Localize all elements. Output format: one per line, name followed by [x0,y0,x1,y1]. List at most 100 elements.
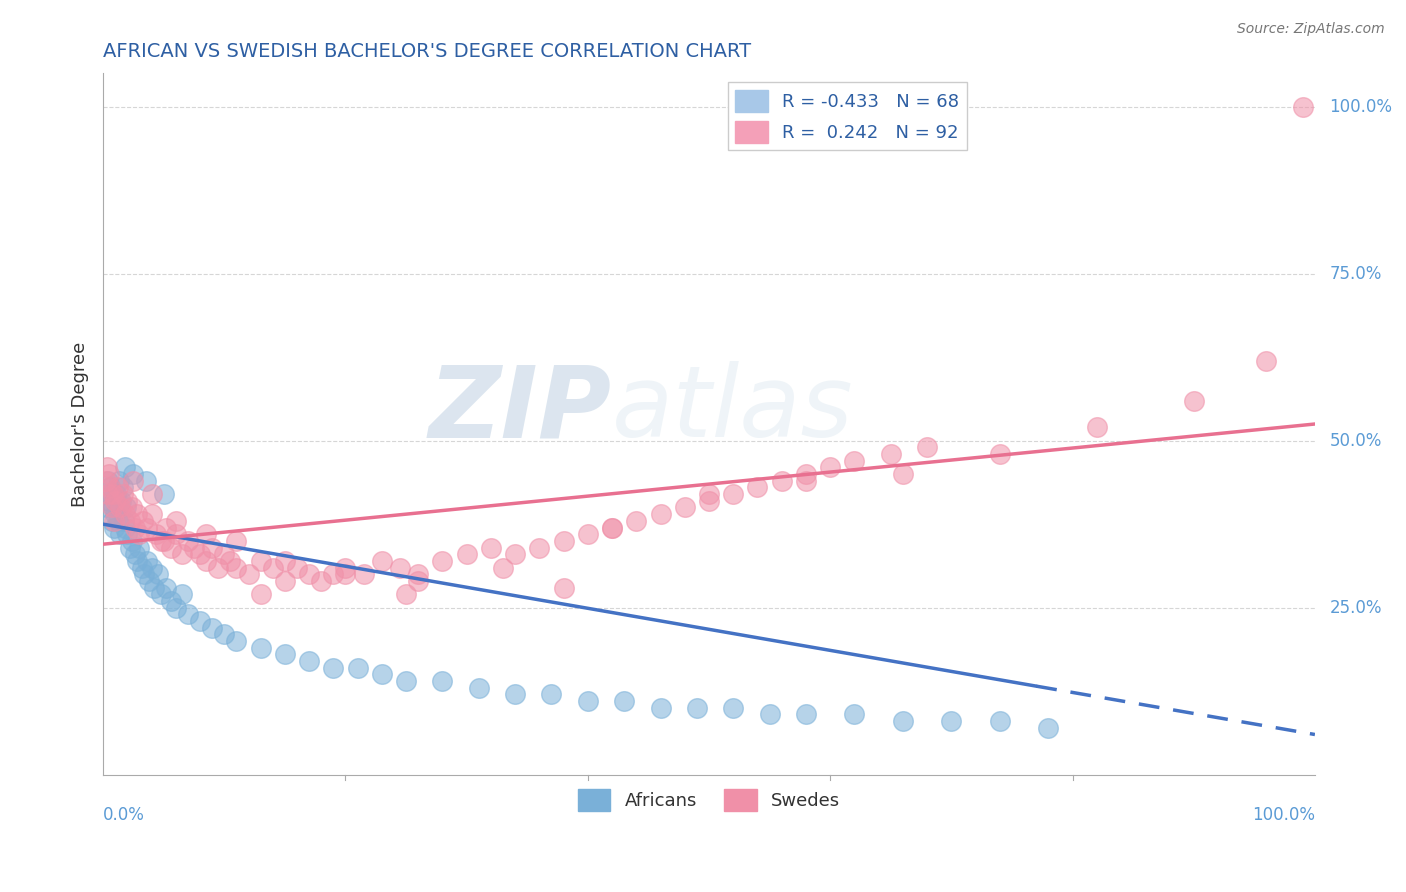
Point [125,554,148,568]
Point [723,487,745,501]
Point [207,560,229,574]
Point [141,507,163,521]
Point [214,547,236,561]
Point [225,533,247,548]
Point [100,480,122,494]
Point [125,507,148,521]
Point [697,487,720,501]
Point [110,493,132,508]
Point [100,500,122,515]
Point [274,648,297,662]
Point [124,547,146,561]
Point [177,533,200,548]
Point [298,654,321,668]
Point [479,541,502,555]
Point [114,507,136,521]
Point [138,574,160,588]
Point [201,621,224,635]
Point [238,567,260,582]
Point [758,707,780,722]
Text: ZIP: ZIP [429,361,612,458]
Point [1085,420,1108,434]
Point [170,587,193,601]
Point [335,560,357,574]
Point [600,520,623,534]
Point [880,447,903,461]
Point [723,700,745,714]
Point [103,514,125,528]
Point [121,533,143,548]
Point [118,541,141,555]
Text: 100.0%: 100.0% [1330,98,1392,116]
Point [94,500,117,515]
Point [673,500,696,515]
Point [844,454,866,468]
Point [100,480,122,494]
Point [118,514,141,528]
Point [915,441,938,455]
Point [105,487,128,501]
Point [101,500,124,515]
Point [201,541,224,555]
Point [183,541,205,555]
Point [115,500,138,515]
Text: 50.0%: 50.0% [1330,432,1382,450]
Point [818,460,841,475]
Point [152,487,174,501]
Point [96,460,118,475]
Y-axis label: Bachelor's Degree: Bachelor's Degree [72,342,89,507]
Point [134,567,156,582]
Point [108,527,131,541]
Point [274,574,297,588]
Point [322,661,344,675]
Point [155,581,177,595]
Point [101,487,124,501]
Point [188,547,211,561]
Point [143,581,166,595]
Point [395,587,418,601]
Text: 0.0%: 0.0% [103,806,145,824]
Point [529,541,551,555]
Point [160,541,183,555]
Point [219,554,242,568]
Point [468,681,491,695]
Point [794,474,817,488]
Point [274,554,297,568]
Point [553,581,575,595]
Point [150,587,173,601]
Point [686,700,709,714]
Point [262,560,284,574]
Point [214,627,236,641]
Point [395,674,418,689]
Point [135,520,157,534]
Point [195,554,218,568]
Point [131,560,153,574]
Point [770,474,793,488]
Point [122,474,145,488]
Point [456,547,478,561]
Point [891,467,914,481]
Point [117,493,139,508]
Point [121,500,143,515]
Point [249,554,271,568]
Point [155,520,177,534]
Point [650,700,672,714]
Point [104,507,127,521]
Point [249,640,271,655]
Point [145,527,167,541]
Point [112,514,135,528]
Point [96,487,118,501]
Point [432,674,454,689]
Point [249,587,271,601]
Point [1292,100,1315,114]
Point [941,714,963,728]
Point [103,520,125,534]
Point [389,560,412,574]
Point [188,614,211,628]
Point [285,560,308,574]
Point [346,661,368,675]
Point [97,487,120,501]
Point [111,480,134,494]
Point [540,688,562,702]
Point [117,527,139,541]
